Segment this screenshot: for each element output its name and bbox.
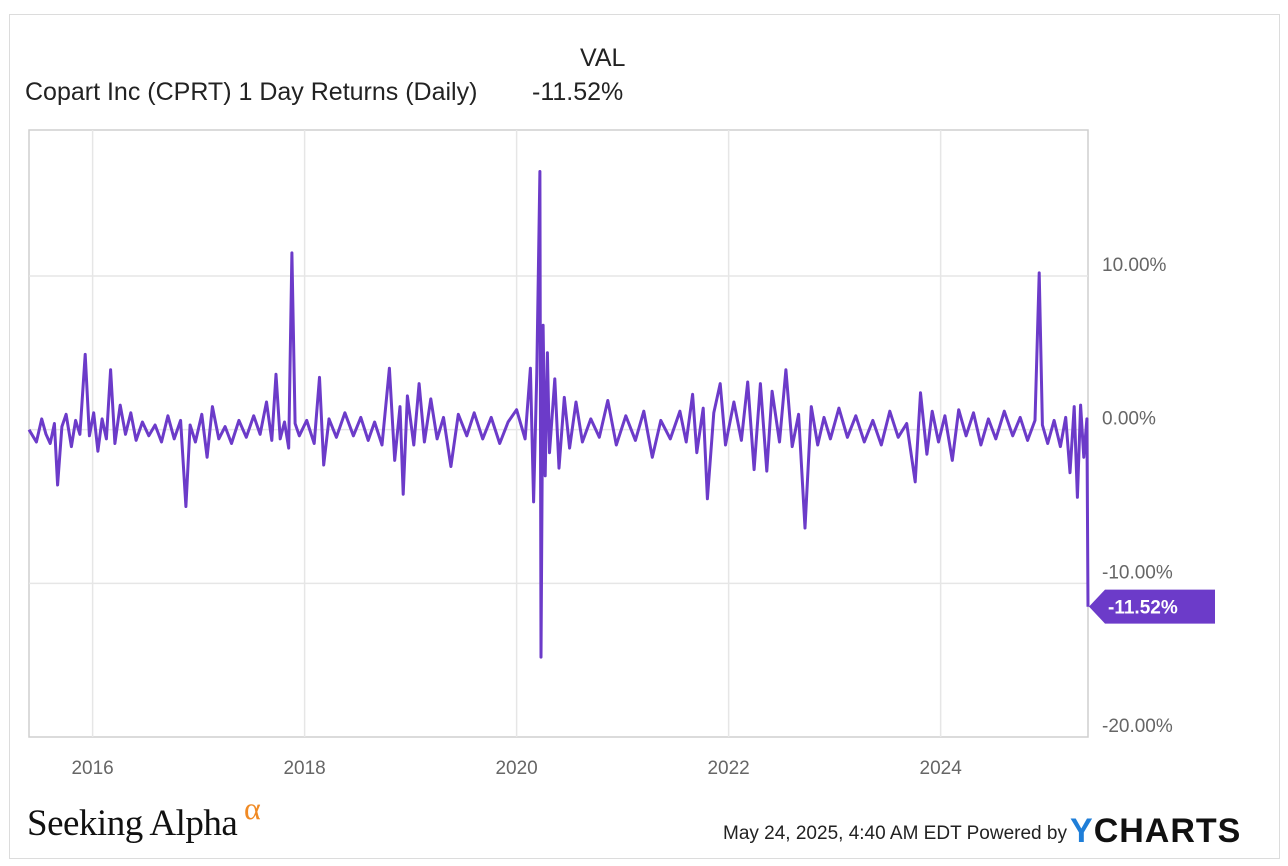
x-tick-label: 2022 — [707, 758, 749, 779]
footer-timestamp: May 24, 2025, 4:40 AM EDT Powered by — [723, 823, 1067, 845]
legend-column-header: VAL — [580, 44, 626, 72]
ycharts-logo[interactable]: YCHARTS — [1070, 812, 1241, 851]
powered-by-text: Powered by — [966, 823, 1067, 844]
seeking-alpha-logo: Seeking Alpha — [27, 803, 238, 844]
x-tick-label: 2024 — [920, 758, 963, 779]
y-tick-label: -20.00% — [1102, 716, 1173, 737]
x-tick-label: 2018 — [283, 758, 325, 779]
x-tick-label: 2016 — [71, 758, 113, 779]
x-tick-label: 2020 — [495, 758, 537, 779]
ycharts-y-letter: Y — [1070, 812, 1094, 850]
last-value-flag — [1089, 589, 1215, 624]
y-tick-label: 10.00% — [1102, 255, 1167, 276]
y-tick-label: -10.00% — [1102, 562, 1173, 583]
y-tick-label: 0.00% — [1102, 409, 1156, 430]
legend-series-value: -11.52% — [532, 78, 624, 106]
timestamp-text: May 24, 2025, 4:40 AM EDT — [723, 823, 962, 844]
last-value-label: -11.52% — [1108, 598, 1178, 619]
series-line — [27, 170, 1090, 659]
alpha-symbol-icon: α — [244, 790, 261, 826]
legend-series-name[interactable]: Copart Inc (CPRT) 1 Day Returns (Daily) — [25, 78, 478, 106]
ycharts-wordmark: CHARTS — [1093, 812, 1242, 850]
